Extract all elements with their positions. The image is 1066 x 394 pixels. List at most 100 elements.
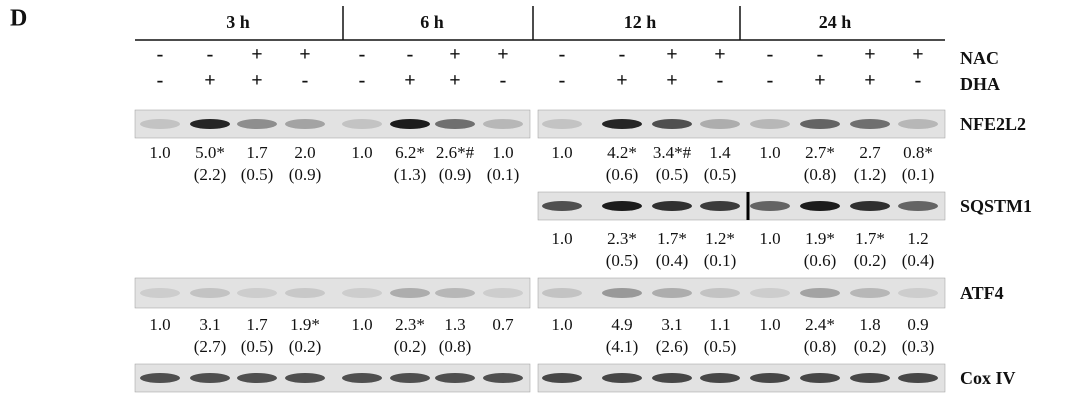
band — [750, 119, 790, 129]
treatment-sign: - — [717, 70, 724, 92]
band — [190, 373, 230, 383]
treatment-sign: - — [157, 70, 164, 92]
band — [850, 373, 890, 383]
band — [140, 288, 180, 298]
quant-value: 4.9 — [611, 315, 632, 334]
treatment-sign: - — [767, 70, 774, 92]
band — [390, 119, 430, 129]
quant-sd: (0.4) — [656, 251, 689, 270]
treatment-sign: + — [404, 70, 415, 92]
treatment-sign: - — [359, 44, 366, 66]
band — [190, 288, 230, 298]
band — [850, 201, 890, 211]
time-label: 6 h — [420, 12, 444, 32]
band — [800, 119, 840, 129]
quant-value: 3.1 — [661, 315, 682, 334]
band — [652, 373, 692, 383]
band — [237, 288, 277, 298]
band — [140, 373, 180, 383]
quant-value: 2.4* — [805, 315, 835, 334]
band — [898, 373, 938, 383]
quant-value: 1.8 — [859, 315, 880, 334]
quant-value: 0.8* — [903, 143, 933, 162]
quant-sd: (0.2) — [854, 337, 887, 356]
quant-sd: (0.5) — [241, 165, 274, 184]
treatment-sign: + — [204, 70, 215, 92]
quant-sd: (0.9) — [289, 165, 322, 184]
treatment-sign: - — [157, 44, 164, 66]
blot-name: ATF4 — [960, 283, 1004, 303]
quant-value: 1.1 — [709, 315, 730, 334]
quant-sd: (0.5) — [704, 337, 737, 356]
quant-sd: (0.1) — [704, 251, 737, 270]
quant-value: 1.0 — [149, 315, 170, 334]
quant-sd: (0.2) — [394, 337, 427, 356]
band — [750, 201, 790, 211]
treatment-sign: + — [251, 44, 262, 66]
treatment-sign: - — [767, 44, 774, 66]
treatment-sign: - — [500, 70, 507, 92]
quant-sd: (0.2) — [289, 337, 322, 356]
band — [435, 119, 475, 129]
band — [602, 373, 642, 383]
treatment-sign: - — [817, 44, 824, 66]
band — [750, 288, 790, 298]
quant-value: 1.0 — [351, 315, 372, 334]
time-label: 12 h — [624, 12, 657, 32]
panel-label: D — [10, 6, 27, 32]
band — [390, 288, 430, 298]
quant-value: 1.7 — [246, 143, 268, 162]
band — [602, 119, 642, 129]
quant-value: 1.9* — [805, 229, 835, 248]
band — [542, 288, 582, 298]
time-label: 3 h — [226, 12, 250, 32]
band — [652, 201, 692, 211]
treatment-sign: + — [449, 44, 460, 66]
quant-value: 1.2* — [705, 229, 735, 248]
quant-value: 2.7 — [859, 143, 881, 162]
band — [602, 288, 642, 298]
band — [342, 373, 382, 383]
quant-sd: (0.8) — [804, 337, 837, 356]
quant-sd: (0.9) — [439, 165, 472, 184]
band — [140, 119, 180, 129]
quant-value: 1.4 — [709, 143, 731, 162]
treatment-sign: - — [302, 70, 309, 92]
quant-value: 5.0* — [195, 143, 225, 162]
band — [285, 119, 325, 129]
quant-value: 2.6*# — [436, 143, 475, 162]
band — [602, 201, 642, 211]
quant-value: 1.0 — [759, 229, 780, 248]
treatment-sign: + — [449, 70, 460, 92]
band — [542, 119, 582, 129]
treatment-sign: + — [497, 44, 508, 66]
band — [237, 373, 277, 383]
quant-value: 1.7* — [657, 229, 687, 248]
treatment-sign: - — [207, 44, 214, 66]
quant-sd: (0.5) — [241, 337, 274, 356]
band — [800, 373, 840, 383]
quant-value: 0.7 — [492, 315, 514, 334]
quant-value: 2.3* — [607, 229, 637, 248]
quant-sd: (0.4) — [902, 251, 935, 270]
quant-sd: (0.8) — [804, 165, 837, 184]
band — [390, 373, 430, 383]
treatment-sign: + — [864, 70, 875, 92]
treatment-sign: + — [864, 44, 875, 66]
quant-value: 3.1 — [199, 315, 220, 334]
band — [898, 119, 938, 129]
blot-name: SQSTM1 — [960, 196, 1032, 216]
quant-sd: (2.6) — [656, 337, 689, 356]
treatment-sign: + — [666, 44, 677, 66]
treatment-sign: - — [407, 44, 414, 66]
band — [435, 373, 475, 383]
quant-sd: (1.3) — [394, 165, 427, 184]
band — [700, 288, 740, 298]
quant-sd: (0.8) — [439, 337, 472, 356]
quant-value: 1.0 — [759, 143, 780, 162]
quant-value: 1.0 — [551, 315, 572, 334]
quant-sd: (4.1) — [606, 337, 639, 356]
quant-sd: (0.2) — [854, 251, 887, 270]
quant-sd: (0.5) — [656, 165, 689, 184]
figure-panel: D 3 h6 h12 h24 hNAC--++--++--++--++DHA-+… — [0, 0, 1066, 394]
